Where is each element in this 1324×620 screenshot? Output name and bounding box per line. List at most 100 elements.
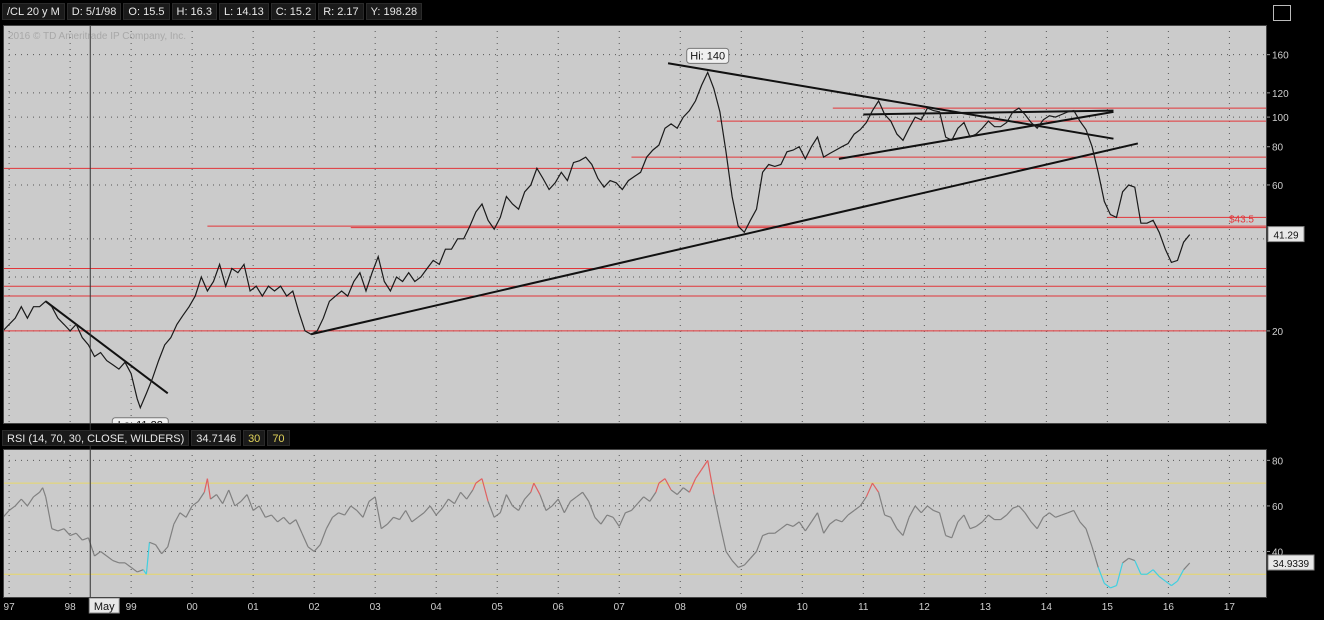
rsi-segment [94,550,101,557]
rsi-segment [14,498,22,507]
price-panel [3,25,1266,423]
rsi-segment [738,564,745,568]
symbol-label[interactable]: /CL 20 y M [2,3,65,20]
rsi-segment [258,505,266,518]
rsi-segment [332,512,339,518]
rsi-segment [713,494,721,525]
rsi-segment [191,500,199,507]
rsi-segment [847,509,855,516]
rsi-segment [112,560,120,564]
rsi-segment [1024,512,1032,523]
rsi-segment [951,521,959,539]
expand-panel-icon[interactable] [1273,5,1291,21]
rsi-segment [374,496,382,529]
rsi-segment [301,533,309,548]
rsi-segment [39,487,44,493]
y-tick-label: 160 [1272,51,1289,62]
rsi-segment [283,516,291,525]
x-tick-label: 05 [492,602,504,613]
rsi-segment [448,498,455,505]
rsi-segment [612,516,620,527]
rsi-segment [106,555,114,562]
rsi-segment [325,517,334,529]
price-plot: 2016 © TD Ameritrade IP Company, Inc. Hi:… [3,25,1266,432]
x-tick-label: 16 [1163,602,1175,613]
rsi-segment [975,521,983,527]
rsi-segment [804,521,812,532]
low-readout: L: 14.13 [218,3,269,20]
rsi-segment [637,496,645,505]
rsi-segment [945,534,952,539]
rsi-segment [749,551,757,559]
rsi-segment [423,505,431,514]
rsi-segment [1183,562,1191,571]
rsi-segment [386,516,394,525]
rsi-segment [719,524,727,552]
rsi-segment [63,528,71,536]
rsi-segment [228,489,236,507]
x-tick-label: 15 [1102,602,1114,613]
rsi-segment [664,478,672,491]
rsi-segment [344,505,352,516]
rsi-segment [563,501,571,514]
rsi-segment [505,494,513,507]
rsi-segment [1030,521,1038,530]
rsi-segment [399,510,407,520]
rsi-segment [380,523,388,530]
rsi-segment [927,505,934,511]
rsi-segment [393,516,400,521]
rsi-segment [234,500,242,507]
x-tick-label: 03 [370,602,382,613]
low-annotation: Lo: 11.22 [118,420,163,432]
rsi-segment [26,496,35,507]
rsi-segment [841,514,849,523]
x-tick-label: 14 [1041,602,1053,613]
rsi-segment [688,478,697,493]
rsi-segment [600,514,608,525]
y-tick-label: 100 [1272,113,1289,124]
rsi-segment [475,478,483,484]
rsi-scale [1266,449,1324,597]
rsi-segment [161,546,169,555]
trend-line [310,142,1139,336]
rsi-segment [173,512,181,525]
rsi-segment [1000,514,1008,521]
rsi-segment [890,517,898,529]
rsi-segment [731,560,739,568]
rsi-segment [368,496,376,502]
rsi-segment [100,550,108,557]
x-tick-label: 06 [553,602,565,613]
rsi-segment [963,514,971,529]
rsi-segment [539,494,547,511]
cursor-label: May [94,601,115,613]
rsi-y-tick-label: 40 [1272,547,1284,558]
rsi-segment [524,491,532,500]
rsi-segment [618,512,626,527]
open-readout: O: 15.5 [123,3,170,20]
rsi-segment [1049,512,1056,518]
rsi-segment [1152,569,1160,577]
x-tick-label: 17 [1224,602,1236,613]
rsi-segment [545,505,553,511]
level-label: $43.5 [1229,215,1254,226]
rsi-segment [167,523,175,548]
rsi-segment [1006,507,1014,516]
rsi-segment [87,537,96,557]
rsi-segment [155,544,163,555]
price-scale [1266,25,1324,423]
rsi-segment [1061,512,1068,516]
rsi-segment [676,487,684,495]
annotation-box [111,417,169,423]
rsi-segment [1073,510,1081,523]
rsi-study-label[interactable]: RSI (14, 70, 30, CLOSE, WILDERS) [2,430,190,446]
rsi-segment [933,509,940,514]
rsi-segment [8,505,16,511]
x-tick-label: 98 [65,602,77,613]
rsi-segment [319,528,327,545]
rsi-segment [362,501,370,518]
rsi-segment [1171,580,1178,587]
rsi-segment [902,517,910,536]
rsi-segment [411,516,419,523]
y-tick-label: 80 [1272,143,1284,154]
